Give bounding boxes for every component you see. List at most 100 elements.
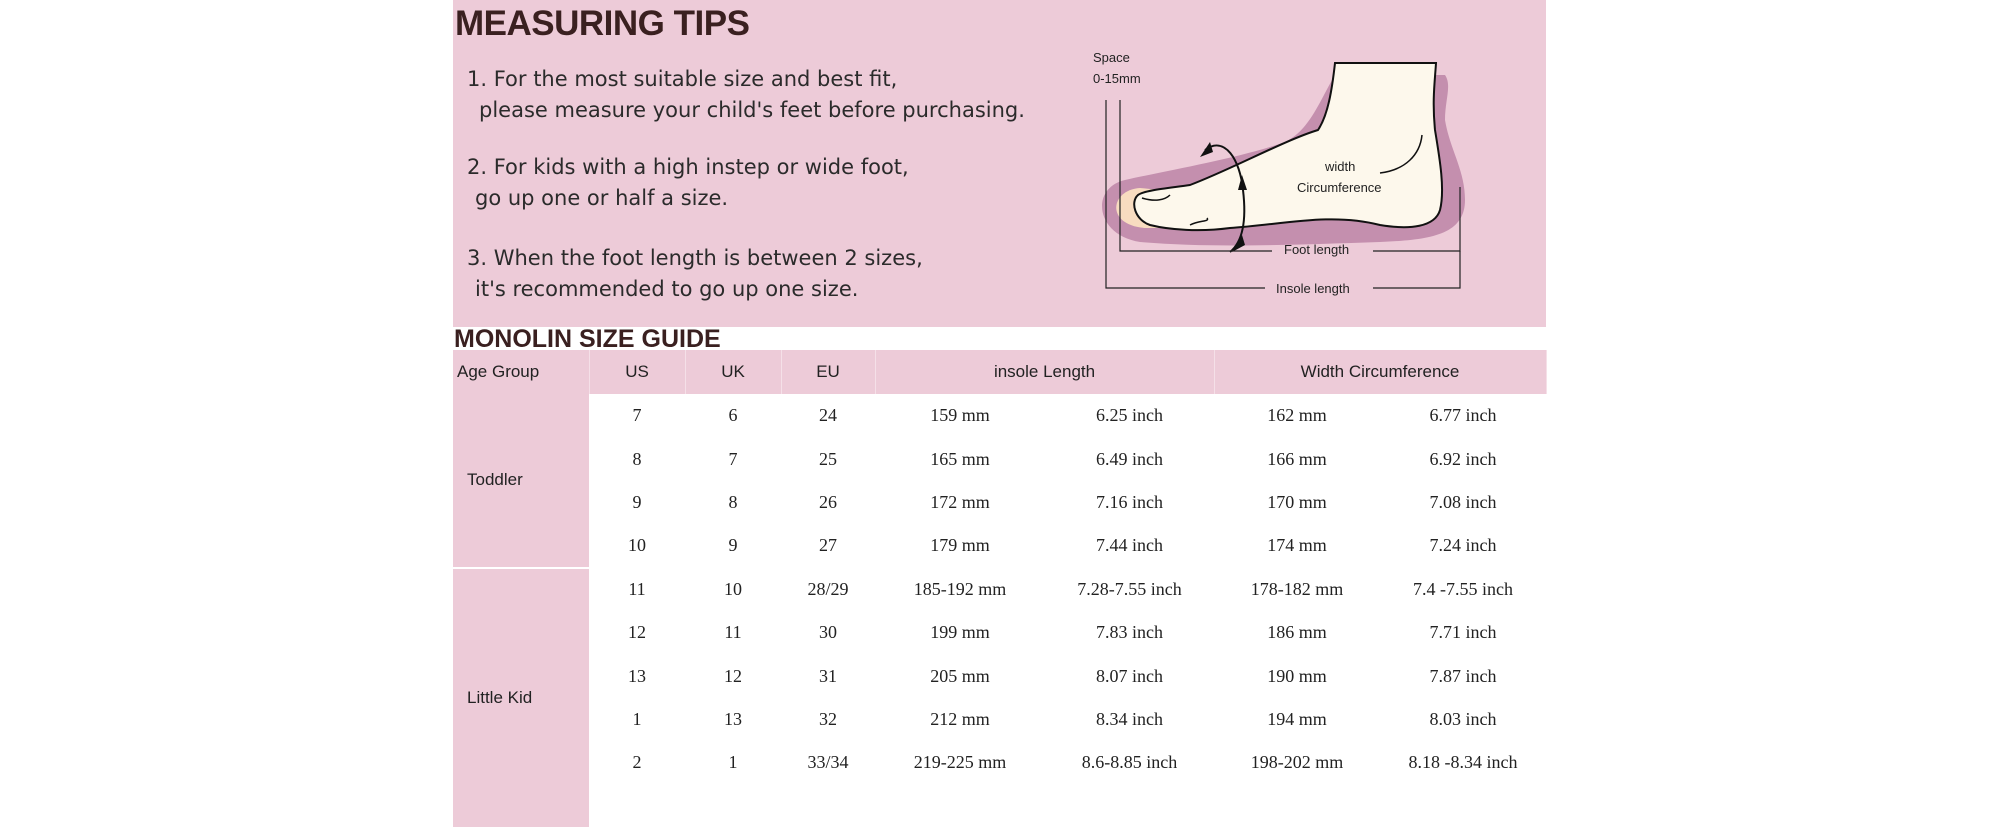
table-row: 13 12 31 205 mm 8.07 inch 190 mm 7.87 inch: [453, 654, 1546, 697]
table-row: 8 7 25 165 mm 6.49 inch 166 mm 6.92 inch: [453, 437, 1546, 480]
insole-length-label: Insole length: [1276, 281, 1350, 296]
table-row: Toddler 7 6 24 159 mm 6.25 inch 162 mm 6.77 inc…: [453, 394, 1546, 569]
table-row: 9 8 26 172 mm 7.16 inch 170 mm 7.08 inch: [453, 481, 1546, 524]
cell-uk: 10: [724, 578, 742, 599]
cell-us: 9: [632, 491, 642, 512]
cell-eu: 26: [819, 491, 837, 512]
table-row-cut-off: [453, 785, 1546, 828]
foot-length-label: Foot length: [1284, 242, 1349, 257]
cell-uk: 7: [728, 448, 738, 469]
cell-us: 13: [628, 665, 646, 686]
cell-width-mm: 174 mm: [1267, 535, 1327, 556]
cell-eu: 25: [819, 448, 837, 469]
cell-insole-mm: 212 mm: [930, 708, 990, 729]
table-row: Little Kid 11 10 28/29 185-192 mm 7.28-7.55 i…: [453, 567, 1546, 829]
arrow-head: [1200, 142, 1213, 157]
cell-uk: 1: [728, 752, 738, 773]
cell-insole-mm: 219-225 mm: [913, 752, 1007, 773]
cell-uk: 13: [724, 708, 742, 729]
cell-width-mm: 178-182 mm: [1250, 578, 1344, 599]
cell-eu: 33/34: [807, 752, 849, 773]
cell-empty: [1045, 785, 1214, 828]
cell-insole-mm: 199 mm: [930, 622, 990, 643]
cell-empty: [1380, 785, 1546, 828]
cell-insole-inch: 6.25 inch: [1096, 405, 1163, 426]
cell-width-mm: 162 mm: [1267, 405, 1327, 426]
cell-insole-inch: 7.16 inch: [1096, 491, 1163, 512]
toe-line: [1141, 194, 1209, 226]
table-row: 2 1 33/34 219-225 mm 8.6-8.85 inch 198-202 mm…: [453, 741, 1546, 784]
cell-us: 7: [632, 405, 642, 426]
cell-width-mm: 186 mm: [1267, 622, 1327, 643]
cell-insole-mm: 159 mm: [930, 405, 990, 426]
cell-us: 10: [628, 535, 646, 556]
arrow-head: [1232, 235, 1245, 252]
cell-uk: 12: [724, 665, 742, 686]
cell-uk: 9: [728, 535, 738, 556]
cell-us: 12: [628, 622, 646, 643]
cell-width-mm: 190 mm: [1267, 665, 1327, 686]
cell-insole-inch: 7.28-7.55 inch: [1077, 578, 1182, 599]
age-group-cell: Little Kid: [453, 567, 589, 829]
header-uk: UK: [685, 350, 782, 394]
tip-1: 1. For the most suitable size and best f…: [467, 67, 1025, 122]
cell-insole-inch: 7.44 inch: [1096, 535, 1163, 556]
cell-width-inch: 8.03 inch: [1429, 708, 1497, 729]
cell-width-mm: 198-202 mm: [1250, 752, 1344, 773]
cell-width-inch: 7.4 -7.55 inch: [1413, 578, 1513, 599]
cell-eu: 30: [819, 622, 837, 643]
header-width-circumference: Width Circumference: [1214, 350, 1547, 394]
cell-empty: [875, 785, 1045, 828]
cell-uk: 11: [724, 622, 742, 643]
age-group-cell: Toddler: [453, 394, 589, 569]
header-insole-length: insole Length: [875, 350, 1215, 394]
cell-insole-inch: 8.07 inch: [1096, 665, 1163, 686]
cell-eu: 31: [819, 665, 837, 686]
tip-3: 3. When the foot length is between 2 siz…: [467, 246, 923, 301]
cell-uk: 8: [728, 491, 738, 512]
cell-width-inch: 6.77 inch: [1429, 405, 1497, 426]
cell-width-mm: 194 mm: [1267, 708, 1327, 729]
cell-empty: [589, 785, 685, 828]
cell-us: 11: [628, 578, 646, 599]
cell-insole-inch: 7.83 inch: [1096, 622, 1163, 643]
cell-insole-mm: 179 mm: [930, 535, 990, 556]
cell-insole-inch: 6.49 inch: [1096, 448, 1163, 469]
foot-measurement-diagram: Space 0-15mm width Circumference Foot le…: [1093, 50, 1465, 296]
circumference-label: Circumference: [1297, 180, 1382, 195]
cell-eu: 27: [819, 535, 837, 556]
width-label: width: [1324, 159, 1355, 174]
header-age-group: Age Group: [453, 350, 590, 394]
cell-us: 8: [632, 448, 642, 469]
arrow-head: [1238, 175, 1247, 190]
space-value: 0-15mm: [1093, 71, 1141, 86]
cell-empty: [685, 785, 781, 828]
cell-width-inch: 6.92 inch: [1429, 448, 1497, 469]
cell-width-inch: 7.08 inch: [1429, 491, 1497, 512]
cell-width-inch: 7.24 inch: [1429, 535, 1497, 556]
cell-eu: 28/29: [807, 578, 849, 599]
insole-length-line: [1105, 100, 1461, 289]
table-row: 10 9 27 179 mm 7.44 inch 174 mm 7.24 inch: [453, 524, 1546, 567]
table-header-row: Age Group US UK EU insole Length Width C…: [453, 350, 1547, 394]
size-guide-table: Age Group US UK EU insole Length Width C…: [453, 350, 1547, 829]
table-row: 12 11 30 199 mm 7.83 inch 186 mm 7.71 inch: [453, 611, 1546, 654]
foot-outline: [1133, 62, 1444, 232]
cell-insole-inch: 8.34 inch: [1096, 708, 1163, 729]
space-label: Space: [1093, 50, 1130, 65]
cell-insole-mm: 172 mm: [930, 491, 990, 512]
tip-2: 2. For kids with a high instep or wide f…: [467, 155, 909, 210]
cell-us: 1: [632, 708, 642, 729]
cell-width-inch: 8.18 -8.34 inch: [1408, 752, 1518, 773]
cell-insole-mm: 205 mm: [930, 665, 990, 686]
cell-width-mm: 170 mm: [1267, 491, 1327, 512]
cell-empty: [1214, 785, 1380, 828]
cell-uk: 6: [728, 405, 738, 426]
cell-width-inch: 7.71 inch: [1429, 622, 1497, 643]
cell-us: 2: [632, 752, 642, 773]
arch-line: [1379, 134, 1423, 174]
measuring-tips-title: MEASURING TIPS: [455, 4, 750, 43]
cell-empty: [781, 785, 875, 828]
cell-insole-mm: 185-192 mm: [913, 578, 1007, 599]
cell-eu: 32: [819, 708, 837, 729]
